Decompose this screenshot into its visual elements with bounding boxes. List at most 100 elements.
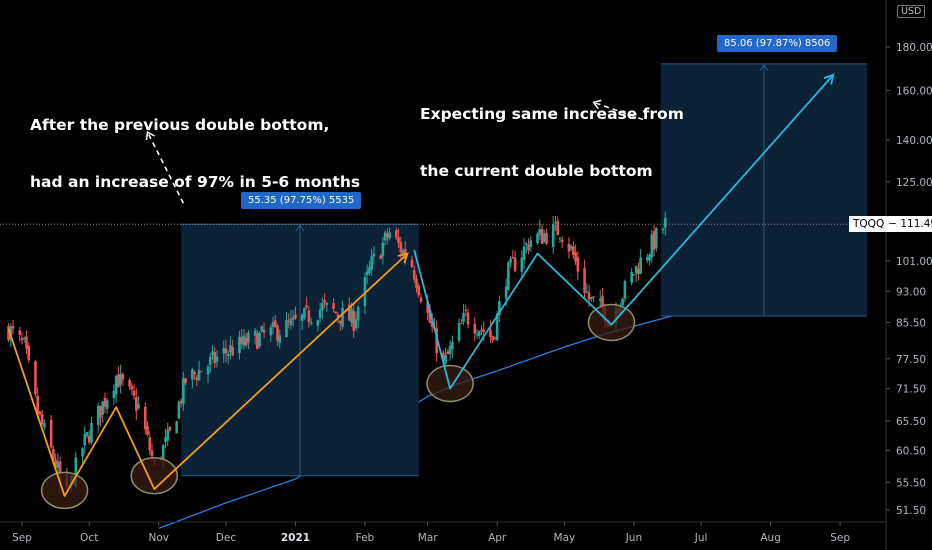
candle-body-2021-04-13 xyxy=(522,246,526,260)
candle-body-2021-05-12 xyxy=(587,292,591,300)
candle-body-2021-06-08 xyxy=(648,254,651,261)
candle-body-2021-01-04 xyxy=(300,314,304,321)
candle-body-2021-03-31 xyxy=(493,337,497,339)
measure-zones xyxy=(181,63,867,477)
candle-body-2020-10-08 xyxy=(103,397,107,407)
candle-body-2021-01-26 xyxy=(350,308,353,323)
candle-body-2020-11-19 xyxy=(197,369,201,381)
candle-body-2021-03-03 xyxy=(430,320,434,328)
y-tick-label-55.50: 55.50 xyxy=(896,477,926,489)
candle-body-2021-01-25 xyxy=(347,304,351,321)
candle-body-2020-09-17 xyxy=(56,461,60,468)
candle-body-2021-04-02 xyxy=(498,301,501,315)
y-tick-label-180.00: 180.00 xyxy=(896,42,932,54)
x-tick-label-Oct-1: Oct xyxy=(80,532,98,544)
candle-body-2020-12-29 xyxy=(287,320,291,323)
currency-badge[interactable]: USD xyxy=(897,5,926,18)
candle-body-2020-09-18 xyxy=(58,461,62,474)
candle-body-2021-04-28 xyxy=(556,220,559,236)
candle-body-2020-12-08 xyxy=(240,337,243,345)
candle-body-2021-05-05 xyxy=(572,246,575,256)
candle-body-2021-03-25 xyxy=(480,330,483,332)
candle-body-2020-09-28 xyxy=(81,448,84,457)
candle-body-2020-08-26 xyxy=(7,325,10,341)
candle-body-2020-10-19 xyxy=(128,380,131,387)
candle-body-2021-01-27 xyxy=(352,311,356,331)
candle-body-2020-09-01 xyxy=(20,338,24,341)
candle-body-2020-09-15 xyxy=(52,449,55,460)
candle-body-2021-02-22 xyxy=(410,259,414,267)
x-tick-label-Feb-5: Feb xyxy=(356,532,375,544)
candle-body-2021-04-21 xyxy=(540,229,544,244)
candle-body-2021-03-29 xyxy=(489,329,492,337)
candle-body-2021-01-12 xyxy=(318,309,322,318)
trend-arrowhead-cyan xyxy=(823,73,835,85)
x-tick-label-Sep-12: Sep xyxy=(830,532,850,544)
candle-body-2020-10-29 xyxy=(150,450,154,457)
candle-body-2021-02-01 xyxy=(363,277,367,306)
candle-body-2021-03-10 xyxy=(446,351,450,355)
candle-body-2021-05-31 xyxy=(630,271,633,283)
candle-body-2020-11-25 xyxy=(211,351,214,355)
annotation-left-line-2: had an increase of 97% in 5-6 months xyxy=(30,173,361,191)
candle-body-2020-10-13 xyxy=(114,375,118,395)
dashed-pointer-head-1 xyxy=(145,130,155,141)
candle-body-2021-04-01 xyxy=(495,313,499,341)
candle-body-2021-05-14 xyxy=(592,296,595,298)
candle-body-2021-02-03 xyxy=(368,267,371,273)
y-tick-label-60.50: 60.50 xyxy=(896,445,926,457)
candle-body-2021-03-22 xyxy=(473,324,477,334)
candle-body-2021-04-06 xyxy=(507,262,510,290)
candle-body-2021-04-20 xyxy=(538,228,542,235)
candle-body-2021-03-02 xyxy=(428,310,432,323)
candle-body-2021-04-15 xyxy=(527,244,530,251)
candle-body-2020-11-12 xyxy=(182,377,185,404)
candle-body-2021-05-18 xyxy=(601,296,604,309)
candle-body-2020-11-11 xyxy=(179,400,183,404)
candle-body-2020-09-03 xyxy=(25,336,28,349)
x-tick-label-Mar-6: Mar xyxy=(418,532,438,544)
annotation-left-line-1: After the previous double bottom, xyxy=(30,116,330,134)
candle-body-2021-06-10 xyxy=(652,231,656,250)
x-tick-label-May-8: May xyxy=(554,532,576,544)
candle-body-2020-10-07 xyxy=(101,401,104,415)
candle-body-2020-12-21 xyxy=(269,327,273,336)
candle-body-2021-04-16 xyxy=(529,240,533,247)
y-tick-label-85.50: 85.50 xyxy=(896,317,926,329)
double-bottom-marker-1 xyxy=(40,471,89,510)
candle-body-2020-09-02 xyxy=(22,337,26,339)
candle-body-2021-01-15 xyxy=(325,302,329,305)
annotation-left: After the previous double bottom, had an… xyxy=(30,78,360,211)
y-tick-label-65.50: 65.50 xyxy=(896,416,926,428)
candle-body-2020-10-12 xyxy=(112,390,116,399)
candle-body-2020-09-11 xyxy=(43,422,46,428)
y-tick-label-101.00: 101.00 xyxy=(896,256,932,268)
candle-body-2020-11-26 xyxy=(213,351,217,364)
measure-label-second: 85.06 (97.87%) 8506 xyxy=(717,35,838,52)
candle-body-2020-10-16 xyxy=(121,374,125,380)
candle-body-2021-03-01 xyxy=(426,301,429,313)
y-tick-label-51.50: 51.50 xyxy=(896,505,926,517)
candle-body-2020-10-20 xyxy=(130,385,134,390)
candle-body-2021-06-07 xyxy=(646,257,649,261)
candle-body-2021-03-15 xyxy=(457,323,461,341)
candle-body-2020-11-03 xyxy=(161,445,165,461)
candle-body-2020-09-08 xyxy=(36,395,39,415)
candle-body-2020-12-14 xyxy=(253,330,257,336)
candle-body-2021-01-08 xyxy=(309,322,313,324)
candle-body-2021-02-25 xyxy=(417,285,421,296)
candle-body-2021-06-02 xyxy=(634,265,638,274)
candle-body-2020-09-30 xyxy=(85,432,89,436)
candle-body-2020-10-23 xyxy=(137,404,140,409)
candle-body-2021-06-14 xyxy=(661,228,665,230)
y-tick-label-71.50: 71.50 xyxy=(896,384,926,396)
candle-body-2020-12-23 xyxy=(273,320,277,327)
candle-body-2020-12-31 xyxy=(291,317,295,320)
candle-body-2020-11-30 xyxy=(222,348,226,354)
candle-body-2021-04-23 xyxy=(545,232,548,244)
candle-body-2021-02-26 xyxy=(419,297,423,302)
measure-zone-arrowhead-second xyxy=(759,63,769,72)
candle-body-2020-10-15 xyxy=(119,373,122,385)
dashed-pointers xyxy=(145,99,644,204)
